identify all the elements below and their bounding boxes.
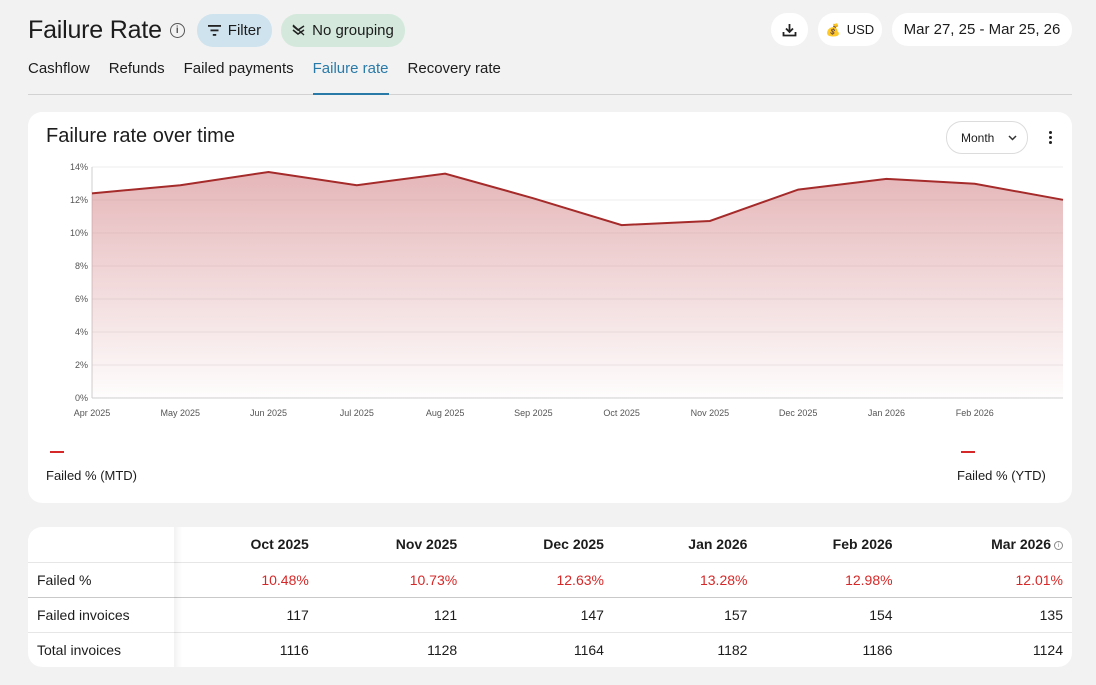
table-row: Failed invoices 117 121 147 157 154 135 xyxy=(28,596,1072,632)
legend-swatch xyxy=(50,451,64,453)
data-table-card: Oct 2025 Nov 2025 Dec 2025 Jan 2026 Feb … xyxy=(28,527,1072,667)
table-cell: 157 xyxy=(612,596,757,632)
page-header: Failure Rate i Filter No grouping xyxy=(28,13,405,47)
y-tick-label: 4% xyxy=(75,327,88,337)
table-cell: 10.48% xyxy=(176,561,318,597)
info-icon[interactable]: i xyxy=(1054,541,1063,551)
chevron-down-icon xyxy=(1008,135,1017,141)
y-tick-label: 14% xyxy=(70,162,88,172)
y-tick-label: 10% xyxy=(70,228,88,238)
period-select[interactable]: Month xyxy=(946,121,1028,154)
table-cell: 1182 xyxy=(612,631,757,667)
legend-swatch xyxy=(961,451,975,453)
y-tick-label: 0% xyxy=(75,393,88,403)
table-cell: 1124 xyxy=(901,631,1072,667)
table-cell: 1116 xyxy=(176,631,318,667)
series-area xyxy=(92,172,1063,398)
table-cell: 12.01% xyxy=(901,561,1072,597)
header-controls: 💰 USD Mar 27, 25 - Mar 25, 26 xyxy=(761,13,1072,46)
period-select-value: Month xyxy=(961,130,995,145)
column-header: Jan 2026 xyxy=(688,536,748,553)
chart-card: 0% 2% 4% 6% 8% 10% 12% 14% Apr 2025 May 2025 Jun 2… xyxy=(28,112,1072,503)
grouping-button[interactable]: No grouping xyxy=(281,13,405,47)
y-tick-label: 8% xyxy=(75,261,88,271)
tab-refunds[interactable]: Refunds xyxy=(108,60,165,77)
column-header-current: Mar 2026 i xyxy=(902,527,1072,562)
tab-bar: Cashflow Refunds Failed payments Failure… xyxy=(28,58,1072,95)
row-label: Failed % xyxy=(28,561,176,597)
chart-title: Failure rate over time xyxy=(46,125,235,147)
y-tick-label: 12% xyxy=(70,195,88,205)
download-icon xyxy=(782,23,797,36)
x-tick-label: Jul 2025 xyxy=(340,408,374,418)
money-bag-icon: 💰 xyxy=(825,22,841,37)
table-cell: 12.98% xyxy=(756,561,902,597)
tab-cashflow[interactable]: Cashflow xyxy=(28,60,90,77)
table-cell: 135 xyxy=(901,596,1072,632)
x-tick-label: Jan 2026 xyxy=(868,408,905,418)
column-header: Feb 2026 xyxy=(832,536,893,553)
table-row: Failed % 10.48% 10.73% 12.63% 13.28% 12.… xyxy=(28,561,1072,597)
grouping-icon xyxy=(292,24,305,36)
date-range-label: Mar 27, 25 - Mar 25, 26 xyxy=(903,21,1061,38)
y-tick-label: 6% xyxy=(75,294,88,304)
filter-button[interactable]: Filter xyxy=(196,13,273,47)
table-header-row: Oct 2025 Nov 2025 Dec 2025 Jan 2026 Feb … xyxy=(28,527,1072,562)
currency-button[interactable]: 💰 USD xyxy=(818,13,882,46)
column-header: Dec 2025 xyxy=(543,536,604,553)
x-tick-label: Oct 2025 xyxy=(603,408,640,418)
table-cell: 121 xyxy=(317,596,467,632)
x-tick-label: Sep 2025 xyxy=(514,408,553,418)
table-row: Total invoices 1116 1128 1164 1182 1186 … xyxy=(28,631,1072,667)
date-range-picker[interactable]: Mar 27, 25 - Mar 25, 26 xyxy=(892,13,1072,46)
more-options-icon[interactable] xyxy=(1042,126,1058,148)
table-cell: 1164 xyxy=(466,631,613,667)
download-button[interactable] xyxy=(771,13,808,46)
series-line xyxy=(91,170,1064,227)
x-tick-label: Aug 2025 xyxy=(426,408,465,418)
currency-label: USD xyxy=(846,22,875,37)
row-label: Failed invoices xyxy=(28,596,176,632)
tab-recovery-rate[interactable]: Recovery rate xyxy=(407,60,501,77)
table-corner xyxy=(28,527,176,562)
tab-failed-payments[interactable]: Failed payments xyxy=(183,60,294,77)
x-tick-label: Apr 2025 xyxy=(74,408,111,418)
filter-icon xyxy=(207,24,221,36)
column-header: Nov 2025 xyxy=(395,536,458,553)
row-label: Total invoices xyxy=(28,631,176,667)
table-cell: 12.63% xyxy=(466,561,613,597)
x-tick-label: May 2025 xyxy=(161,408,201,418)
grouping-label: No grouping xyxy=(312,21,394,39)
x-tick-label: Nov 2025 xyxy=(691,408,730,418)
table-cell: 1186 xyxy=(756,631,902,667)
x-tick-label: Jun 2025 xyxy=(250,408,287,418)
page-title: Failure Rate xyxy=(28,15,162,44)
table-cell: 154 xyxy=(756,596,902,632)
table-cell: 1128 xyxy=(317,631,467,667)
x-tick-label: Dec 2025 xyxy=(779,408,818,418)
info-icon[interactable]: i xyxy=(169,22,185,38)
table-cell: 13.28% xyxy=(612,561,757,597)
tab-failure-rate[interactable]: Failure rate xyxy=(312,58,389,95)
table-cell: 10.73% xyxy=(317,561,467,597)
legend-label: Failed % (MTD) xyxy=(46,468,138,483)
table-cell: 117 xyxy=(176,596,318,632)
data-table: Oct 2025 Nov 2025 Dec 2025 Jan 2026 Feb … xyxy=(28,527,1072,667)
column-header: Oct 2025 xyxy=(250,536,309,553)
column-header-label: Mar 2026 xyxy=(991,536,1051,553)
filter-label: Filter xyxy=(227,21,262,39)
legend-label: Failed % (YTD) xyxy=(957,468,1046,483)
failure-rate-chart: 0% 2% 4% 6% 8% 10% 12% 14% Apr 2025 May 2025 Jun 2… xyxy=(70,162,1064,418)
table-cell: 147 xyxy=(466,596,613,632)
x-tick-label: Feb 2026 xyxy=(956,408,994,418)
y-tick-label: 2% xyxy=(75,360,88,370)
